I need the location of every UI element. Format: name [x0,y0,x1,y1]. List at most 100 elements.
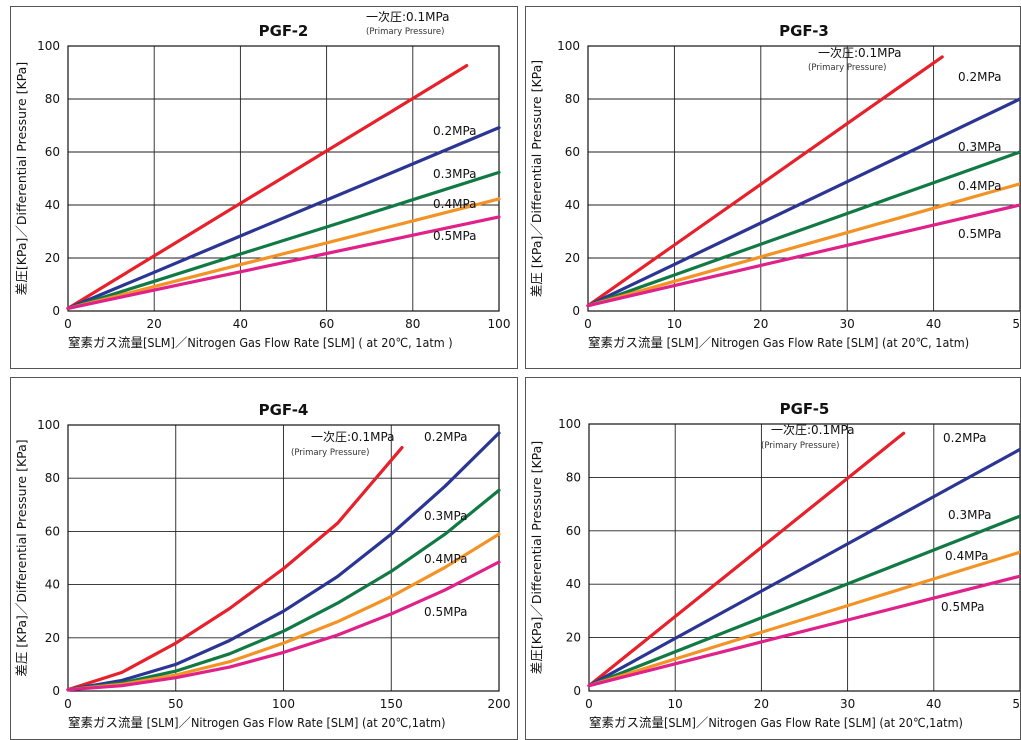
y-tick-label: 100 [37,418,60,432]
x-tick-label: 20 [753,317,768,331]
series-line [66,215,501,310]
chart-svg: PGF-3 0 10 20 30 40 50 0 20 40 60 80 100 窒素ガス流量 [SLM]… [529,22,1020,350]
series-line [66,125,501,310]
series-label: 0.5MPa [941,600,985,614]
x-tick-label: 40 [926,317,941,331]
x-tick-label: 30 [840,697,855,711]
chart-svg: PGF-2 0 20 40 60 80 100 0 20 40 60 80 100 窒素ガス流量[SLM]… [14,10,511,350]
x-axis-title: 窒素ガス流量[SLM]／Nitrogen Gas Flow Rate [SLM]… [589,715,963,730]
series-sublabel: (Primary Pressure) [808,63,886,73]
series-sublabel: (Primary Pressure) [291,448,369,458]
y-tick-label: 60 [45,524,60,538]
series-label: 0.3MPa [424,509,468,523]
x-tick-label: 40 [926,697,941,711]
series-line [587,514,1020,688]
y-tick-label: 40 [566,577,581,591]
chart-title: PGF-3 [779,22,829,40]
series-label: 0.5MPa [424,605,468,619]
chart-title: PGF-4 [259,401,309,419]
x-tick-label: 50 [168,697,183,711]
series-label: 0.4MPa [945,549,989,563]
series-label: 0.5MPa [433,229,477,243]
y-tick-label: 80 [45,92,60,106]
y-axis-title: 差圧 [KPa]／Differential Pressure [KPa] [14,439,29,676]
series-line [66,488,501,692]
x-axis-title: 窒素ガス流量[SLM]／Nitrogen Gas Flow Rate [SLM]… [68,335,453,350]
series-label: 0.4MPa [424,552,468,566]
series-label: 一次圧:0.1MPa [818,46,902,60]
series-line [66,532,501,692]
x-tick-label: 10 [667,317,682,331]
y-tick-label: 20 [565,251,580,265]
plot-frame [588,423,1020,692]
series-line [66,63,469,310]
y-tick-label: 100 [37,39,60,53]
plot-frame [67,424,500,692]
chart-svg: PGF-4 0 50 100 150 200 0 20 40 60 80 100 窒素ガス流量 [SLM… [14,401,511,730]
x-tick-label: 0 [585,697,593,711]
x-tick-label: 100 [488,317,511,331]
x-tick-label: 10 [668,697,683,711]
series-label: 0.3MPa [433,167,477,181]
x-axis-title: 窒素ガス流量 [SLM]／Nitrogen Gas Flow Rate [SLM… [68,715,446,730]
x-tick-label: 0 [584,317,592,331]
series-line [66,197,501,310]
y-tick-label: 40 [565,198,580,212]
series-line [66,560,501,692]
series-label: 0.2MPa [433,124,477,138]
series-label: 0.2MPa [424,430,468,444]
y-tick-label: 0 [52,304,60,318]
y-axis-title: 差圧[KPa]／Differential Pressure [KPa] [529,441,544,674]
x-tick-label: 0 [64,697,72,711]
x-tick-label: 20 [147,317,162,331]
series-line [66,170,501,310]
chart-svg: PGF-5 0 10 20 30 40 50 0 20 40 60 80 100 窒素ガス流量[SLM]／… [529,400,1020,730]
y-tick-label: 0 [572,304,580,318]
x-tick-label: 60 [319,317,334,331]
y-tick-label: 100 [557,39,580,53]
series-line [66,445,404,692]
chart-title: PGF-5 [780,400,830,418]
y-tick-label: 20 [45,251,60,265]
x-tick-label: 30 [840,317,855,331]
y-tick-label: 80 [565,92,580,106]
y-tick-label: 0 [52,684,60,698]
series-sublabel: (Primary Pressure) [366,27,444,37]
x-tick-label: 100 [272,697,295,711]
chart-title: PGF-2 [259,22,309,40]
series-label: 一次圧:0.1MPa [366,10,450,24]
y-tick-label: 80 [45,471,60,485]
y-tick-label: 20 [45,631,60,645]
chart-panel-pgf-5: PGF-5 0 10 20 30 40 50 0 20 40 60 80 100 窒素ガス流量[SLM]／… [525,377,1021,740]
series-line [587,574,1020,688]
series-label: 0.4MPa [433,197,477,211]
x-tick-label: 200 [488,697,511,711]
series-label: 一次圧:0.1MPa [771,423,855,437]
x-tick-label: 150 [380,697,403,711]
x-tick-label: 20 [754,697,769,711]
x-tick-label: 80 [405,317,420,331]
series-label: 0.2MPa [958,70,1002,84]
series-line [586,97,1020,308]
series-line [586,182,1020,308]
y-tick-label: 20 [566,631,581,645]
chart-panel-pgf-3: PGF-3 0 10 20 30 40 50 0 20 40 60 80 100 窒素ガス流量 [SLM]… [525,6,1021,369]
x-tick-label: 50 [1012,317,1020,331]
series-line [586,203,1020,308]
series-line [586,150,1020,308]
y-tick-label: 60 [45,145,60,159]
y-axis-title: 差圧 [KPa]／Differential Pressure [KPa] [529,60,544,297]
y-tick-label: 40 [45,578,60,592]
y-tick-label: 100 [558,417,581,431]
y-tick-label: 80 [566,470,581,484]
series-line [587,550,1020,688]
x-tick-label: 0 [64,317,72,331]
y-tick-label: 60 [566,524,581,538]
chart-panel-pgf-4: PGF-4 0 50 100 150 200 0 20 40 60 80 100 窒素ガス流量 [SLM… [10,377,518,740]
plot-frame [67,45,500,312]
x-tick-label: 40 [233,317,248,331]
series-label: 0.5MPa [958,227,1002,241]
series-line [587,447,1020,688]
series-label: 0.3MPa [948,508,992,522]
plot-frame [587,45,1020,312]
